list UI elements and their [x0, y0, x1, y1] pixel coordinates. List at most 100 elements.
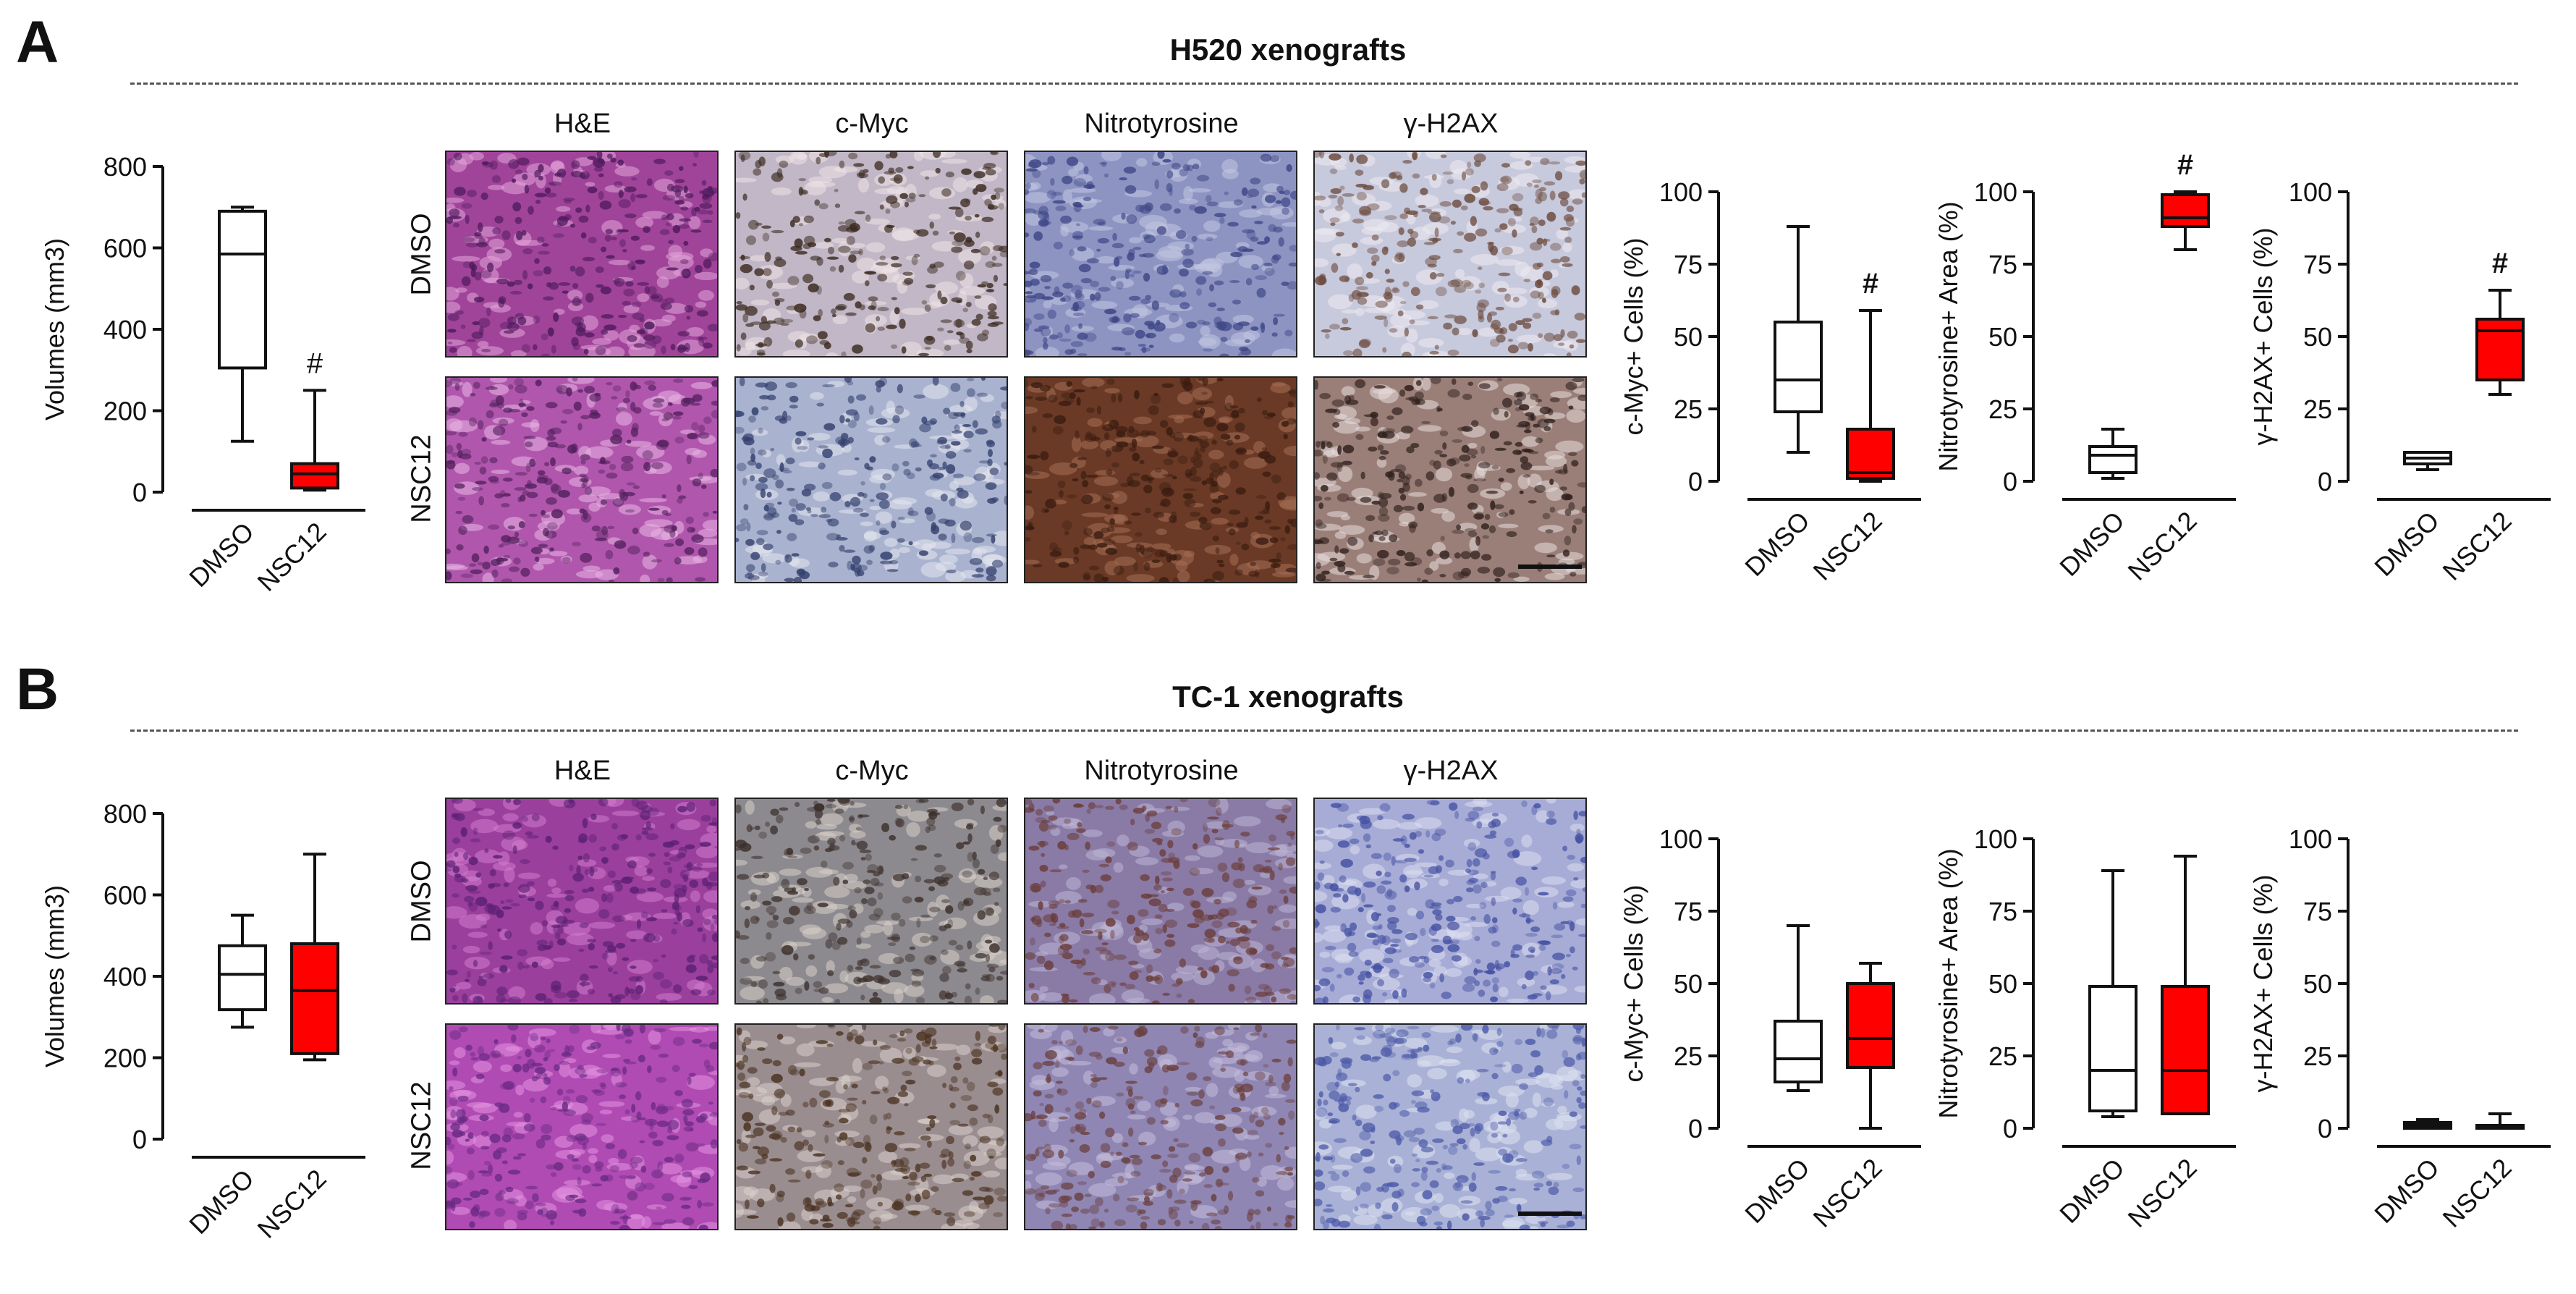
box-nsc12 — [2161, 985, 2210, 1115]
y-axis-label: γ-H2AX+ Cells (%) — [2248, 874, 2278, 1092]
divider — [130, 83, 2518, 85]
micrograph-texture — [736, 152, 1007, 356]
micrograph-nsc12-cmyc — [734, 1023, 1008, 1230]
x-tick-label: DMSO — [1739, 506, 1815, 582]
micrograph-texture — [1315, 1025, 1585, 1229]
row-header-dmso: DMSO — [406, 213, 437, 296]
y-tick-label: 100 — [1659, 177, 1703, 207]
y-tick-label: 100 — [1974, 824, 2017, 854]
micrograph-texture — [1025, 1025, 1296, 1229]
micrograph-texture — [1315, 152, 1585, 356]
y-tick-label: 0 — [1688, 467, 1703, 496]
micrograph-dmso-nitrotyrosine — [1024, 798, 1297, 1005]
micrograph-nsc12-cmyc — [734, 376, 1008, 583]
significance-mark: # — [2177, 149, 2193, 181]
row-header-dmso: DMSO — [406, 860, 437, 943]
panel-label: B — [16, 656, 59, 722]
y-tick-label: 0 — [1688, 1114, 1703, 1143]
micrograph-dmso-h2ax — [1313, 798, 1587, 1005]
micrograph-dmso-he — [445, 798, 719, 1005]
y-tick-label: 0 — [2318, 467, 2332, 496]
y-tick-label: 75 — [1988, 250, 2017, 279]
y-tick-label: 400 — [103, 315, 147, 344]
x-tick-label: NSC12 — [1808, 1153, 1888, 1233]
y-axis-label: Volumes (mm3) — [40, 885, 69, 1067]
column-header-cmyc: c-Myc — [835, 109, 909, 139]
micrograph-texture — [1025, 378, 1296, 582]
divider — [130, 730, 2518, 732]
y-tick-label: 50 — [1988, 322, 2017, 352]
x-tick-label: NSC12 — [2437, 1153, 2517, 1233]
box-nsc12 — [2475, 318, 2525, 381]
row-header-nsc12: NSC12 — [406, 434, 437, 523]
x-tick-label: NSC12 — [252, 517, 332, 597]
x-tick-label: DMSO — [2368, 506, 2444, 582]
y-tick-label: 75 — [1674, 250, 1703, 279]
y-tick-label: 0 — [2003, 467, 2017, 496]
x-tick-label: DMSO — [1739, 1153, 1815, 1229]
box-plot-nitrotyrosine: 0 25 50 75 100 Nitrotyrosine+ Area (%) DMSONSC… — [1933, 149, 2236, 586]
box-plot-nitrotyrosine: 0 25 50 75 100 Nitrotyrosine+ Area (%) DMSONSC… — [1933, 824, 2236, 1233]
x-tick-label: DMSO — [2368, 1153, 2444, 1229]
y-tick-label: 50 — [1674, 969, 1703, 999]
micrograph-nsc12-he — [445, 376, 719, 583]
panel-label: A — [16, 9, 59, 75]
micrograph-dmso-cmyc — [734, 798, 1008, 1005]
y-tick-label: 600 — [103, 234, 147, 263]
micrograph-texture — [736, 378, 1007, 582]
y-tick-label: 100 — [1659, 824, 1703, 854]
y-tick-label: 800 — [103, 152, 147, 182]
y-tick-label: 600 — [103, 881, 147, 910]
y-tick-label: 75 — [2303, 250, 2332, 279]
box-dmso — [1774, 1020, 1823, 1083]
y-tick-label: 25 — [2303, 394, 2332, 424]
y-axis-label: Nitrotyrosine+ Area (%) — [1933, 201, 1963, 471]
micrograph-texture — [446, 152, 717, 356]
column-header-h2ax: γ-H2AX — [1403, 756, 1499, 786]
significance-mark: # — [2492, 248, 2508, 279]
y-tick-label: 100 — [2289, 824, 2332, 854]
row-header-nsc12: NSC12 — [406, 1081, 437, 1170]
micrograph-dmso-cmyc — [734, 151, 1008, 358]
scale-bar — [1518, 564, 1582, 569]
y-tick-label: 25 — [1988, 1041, 2017, 1071]
panel-title: H520 xenografts — [1169, 33, 1407, 67]
micrograph-texture — [1315, 378, 1585, 582]
y-tick-label: 800 — [103, 799, 147, 829]
y-tick-label: 100 — [1974, 177, 2017, 207]
micrograph-texture — [446, 1025, 717, 1229]
y-tick-label: 200 — [103, 397, 147, 426]
panel-a: A H520 xenografts 0 200 400 600 800 Volumes (… — [16, 9, 2551, 597]
y-tick-label: 200 — [103, 1044, 147, 1073]
box-dmso — [218, 209, 267, 370]
x-tick-label: NSC12 — [2122, 506, 2203, 586]
micrograph-texture — [1315, 799, 1585, 1003]
column-header-h2ax: γ-H2AX — [1403, 109, 1499, 139]
micrograph-texture — [446, 378, 717, 582]
significance-mark: # — [307, 347, 323, 379]
scale-bar — [1518, 1211, 1582, 1216]
x-tick-label: NSC12 — [2122, 1153, 2203, 1233]
y-tick-label: 75 — [1988, 897, 2017, 926]
micrograph-nsc12-nitrotyrosine — [1024, 376, 1297, 583]
significance-mark: # — [1863, 268, 1878, 300]
micrograph-texture — [1025, 152, 1296, 356]
panel-b: B TC-1 xenografts 0 200 400 600 800 Volumes (… — [0, 647, 2576, 1294]
y-tick-label: 0 — [2318, 1114, 2332, 1143]
micrograph-nsc12-nitrotyrosine — [1024, 1023, 1297, 1230]
box-nsc12 — [2161, 193, 2210, 228]
micrograph-nsc12-h2ax — [1313, 376, 1587, 583]
x-tick-label: NSC12 — [252, 1164, 332, 1244]
micrograph-texture — [736, 1025, 1007, 1229]
column-header-he: H&E — [554, 756, 611, 786]
column-header-cmyc: c-Myc — [835, 756, 909, 786]
y-tick-label: 0 — [132, 478, 147, 507]
y-tick-label: 75 — [1674, 897, 1703, 926]
y-tick-label: 100 — [2289, 177, 2332, 207]
box-dmso — [1774, 321, 1823, 413]
x-tick-label: DMSO — [2054, 506, 2130, 582]
x-tick-label: DMSO — [183, 1164, 259, 1240]
